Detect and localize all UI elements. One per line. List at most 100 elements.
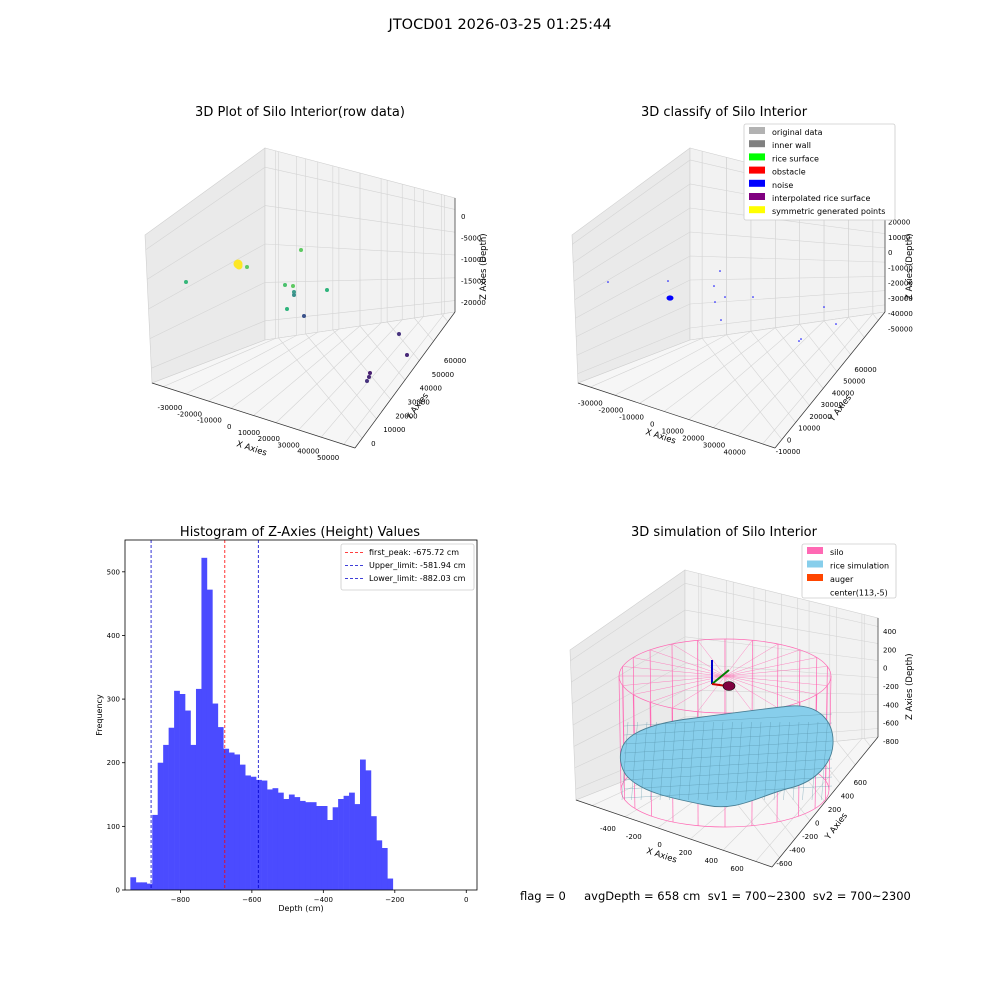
- y-tick-label: 100: [107, 823, 120, 831]
- histogram-bar: [250, 776, 257, 890]
- y-tick-label: -200: [802, 833, 818, 841]
- plot-frame: [124, 539, 478, 891]
- y-tick-label: 200: [828, 806, 841, 814]
- stats-line: flag = 0 avgDepth = 658 cm sv1 = 700~230…: [520, 889, 911, 903]
- histogram-bar: [185, 710, 191, 890]
- legend-swatch: [749, 153, 765, 161]
- z-tick-label: 0: [461, 213, 465, 221]
- y-tick-label: 0: [371, 440, 375, 448]
- y-tick-label: 0: [116, 887, 120, 895]
- point: [367, 375, 371, 379]
- z-tick-label: -5000: [461, 234, 481, 242]
- x-tick-label: -30000: [157, 404, 182, 412]
- histogram-bar: [174, 690, 180, 890]
- chart-title: Histogram of Z-Axies (Height) Values: [180, 525, 420, 540]
- x-tick-label: -10000: [619, 414, 644, 422]
- histogram-bar: [288, 794, 295, 890]
- point: [823, 306, 825, 308]
- histogram-bar: [360, 759, 366, 890]
- pane-3d: [144, 147, 456, 449]
- x-ticks: -30000-20000-10000 0 100002000030000400005…: [157, 404, 339, 462]
- point: [292, 290, 296, 294]
- chart-title: 3D simulation of Silo Interior: [631, 525, 818, 540]
- y-tick-label: 40000: [420, 385, 442, 393]
- point: [719, 270, 721, 272]
- x-axis-label: X Axies: [645, 846, 678, 865]
- y-tick-label: 600: [854, 779, 867, 787]
- histogram-bar: [152, 814, 158, 890]
- point: [713, 285, 715, 287]
- z-tick-label: -10000: [888, 264, 913, 272]
- y-axis-label: Y Axies: [823, 811, 850, 843]
- z-ticks: 0 -5000 -10000 -15000 -20000: [461, 213, 486, 307]
- y-tick-label: 20000: [395, 412, 417, 420]
- legend-swatch: [749, 206, 765, 214]
- histogram-bar: [338, 799, 344, 890]
- histogram-bar: [343, 795, 350, 890]
- pane-3d: [571, 147, 886, 449]
- y-tick-label: 500: [107, 568, 120, 576]
- chart-histogram: Histogram of Z-Axies (Height) Values −80…: [95, 525, 478, 913]
- histogram-bar: [245, 775, 251, 890]
- x-tick-label: 30000: [703, 442, 725, 450]
- x-tick-label: −800: [171, 896, 190, 904]
- y-tick-label: 60000: [854, 366, 876, 374]
- z-tick-label: 0: [883, 665, 887, 673]
- x-ticks: -400 -200 0 200 400 600: [600, 825, 744, 873]
- z-tick-label: -20000: [461, 299, 486, 307]
- x-tick-label: −200: [385, 896, 404, 904]
- point: [299, 248, 303, 252]
- x-ticks: −800 −600 −400 −200 0: [171, 890, 469, 904]
- y-tick-label: 50000: [843, 378, 865, 386]
- y-tick-label: 0: [787, 436, 791, 444]
- chart-title: 3D Plot of Silo Interior(row data): [195, 105, 405, 120]
- point: [720, 319, 722, 321]
- x-tick-label: 20000: [682, 435, 704, 443]
- legend-swatch: [749, 140, 765, 148]
- y-axis-label: Frequency: [95, 694, 104, 736]
- legend-label: first_peak: -675.72 cm: [369, 548, 459, 557]
- point: [285, 307, 289, 311]
- y-tick-label: 30000: [821, 401, 843, 409]
- z-axis-label: Z Axies (Depth): [479, 233, 489, 300]
- legend-swatch: [807, 560, 823, 568]
- legend-swatch: [807, 547, 823, 554]
- x-tick-label: 40000: [297, 448, 319, 456]
- point: [800, 338, 802, 340]
- legend: silo rice simulation auger center(113,-5): [801, 543, 897, 599]
- histogram-bar: [299, 800, 306, 890]
- histogram-bar: [272, 788, 279, 890]
- z-ticks: 20000 10000 0 -10000 -20000 -30000 -40000 -5000…: [888, 219, 913, 334]
- legend-label: interpolated rice surface: [772, 194, 870, 203]
- legend-label: auger: [830, 575, 854, 584]
- chart-3d-classify: 3D classify of Silo Interior -30000-2000…: [571, 105, 915, 457]
- z-ticks: 400 200 0 -200 -400 -600 -800: [883, 628, 899, 746]
- histogram-bar: [310, 802, 317, 890]
- histogram-bar: [212, 703, 219, 890]
- x-tick-label: -20000: [177, 410, 202, 418]
- y-tick-label: 10000: [383, 426, 405, 434]
- y-ticks: 0 100 200 300 400 500: [107, 568, 125, 895]
- auger: [711, 660, 736, 691]
- histogram-bar: [130, 877, 137, 890]
- histogram-bar: [239, 764, 246, 890]
- z-tick-label: 200: [883, 646, 896, 654]
- point: [368, 371, 372, 375]
- x-tick-label: 0: [464, 896, 468, 904]
- histogram-bar: [201, 557, 208, 890]
- x-tick-label: -200: [626, 833, 642, 841]
- legend-label: rice simulation: [830, 562, 889, 571]
- y-tick-label: 10000: [798, 425, 820, 433]
- x-tick-label: 0: [227, 423, 231, 431]
- histogram-bar: [283, 799, 290, 890]
- histogram-bar: [349, 792, 355, 890]
- histogram-bar: [179, 694, 186, 890]
- histogram-bar: [261, 780, 268, 890]
- figure-suptitle: JTOCD01 2026-03-25 01:25:44: [388, 17, 612, 33]
- y-tick-label: 300: [107, 696, 120, 704]
- x-tick-label: 10000: [238, 429, 260, 437]
- histogram-bar: [332, 807, 339, 890]
- legend-label: center(113,-5): [830, 589, 888, 598]
- noise-points: [607, 270, 837, 342]
